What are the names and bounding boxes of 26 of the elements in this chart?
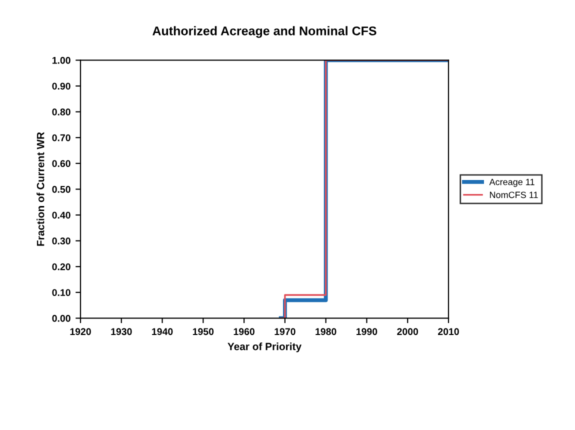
y-tick-label: 1.00 <box>52 56 70 64</box>
x-tick-label: 1970 <box>274 328 296 336</box>
x-tick-label: 1940 <box>152 328 173 336</box>
y-tick-label: 0.90 <box>52 82 70 90</box>
x-axis-title: Year of Priority <box>228 342 302 352</box>
y-tick-label: 0.50 <box>52 186 70 193</box>
y-tick-label: 0.00 <box>52 314 70 322</box>
legend-label: NomCFS 11 <box>490 192 538 198</box>
x-tick-label: 1930 <box>111 328 132 336</box>
x-tick-label: 2010 <box>438 328 459 336</box>
y-axis-title: Fraction of Current WR <box>36 132 44 246</box>
x-tick-label: 1950 <box>192 328 214 336</box>
y-tick-label: 0.10 <box>52 289 70 296</box>
y-tick-label: 0.20 <box>52 263 70 270</box>
chart-title: Authorized Acreage and Nominal CFS <box>152 26 376 38</box>
x-tick-label: 1920 <box>70 328 91 336</box>
x-tick-label: 2000 <box>397 328 418 336</box>
y-tick-label: 0.70 <box>52 134 70 142</box>
x-tick-label: 1960 <box>234 328 254 336</box>
y-tick-label: 0.30 <box>52 238 70 244</box>
x-tick-label: 1990 <box>356 328 378 336</box>
y-tick-label: 0.40 <box>52 212 70 219</box>
y-tick-label: 0.80 <box>52 108 70 116</box>
y-tick-label: 0.60 <box>52 160 70 168</box>
legend-label: Acreage 11 <box>489 178 534 187</box>
x-tick-label: 1980 <box>316 328 336 336</box>
